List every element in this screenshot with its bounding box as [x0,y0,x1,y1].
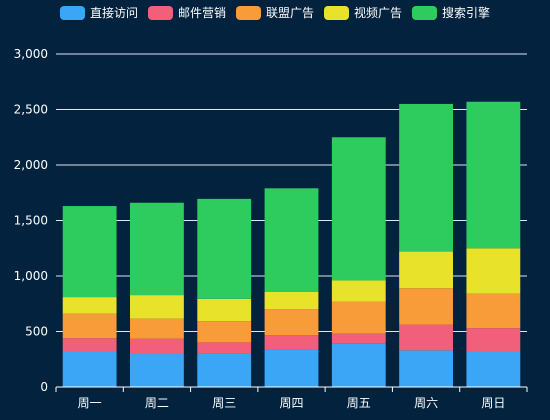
bar-segment[interactable] [399,350,453,387]
y-tick-label: 2,000 [14,158,48,172]
legend-swatch [59,5,85,20]
x-tick-label: 周四 [279,396,303,410]
legend-item[interactable]: 联盟广告 [235,4,314,21]
bar-segment[interactable] [130,338,184,354]
bar-segment[interactable] [331,301,386,334]
bar-segment[interactable] [399,324,453,351]
bar-segment[interactable] [264,291,319,310]
bar-segment[interactable] [197,353,252,387]
y-tick-label: 3,000 [14,47,48,61]
legend-label: 搜索引擎 [442,6,491,20]
chart-legend: 直接访问 邮件营销 联盟广告 视频广告 搜索引擎 [0,4,550,21]
axis-layer: 0 500 1,000 1,500 2,000 2,500 3,000 周一 周二 周三 周四 周五 周… [14,47,528,410]
bar-segment[interactable] [466,351,521,387]
bar-segment[interactable] [466,248,521,294]
y-tick-label: 1,500 [14,214,48,228]
bar-segment[interactable] [130,295,184,319]
bar-segment[interactable] [62,313,117,339]
legend-label: 视频广告 [354,6,403,20]
bar-segment[interactable] [62,206,117,298]
bar-segment[interactable] [331,137,386,281]
bar-segment[interactable] [197,321,252,343]
bar-segment[interactable] [399,288,453,325]
bar-segment[interactable] [130,202,184,296]
bar-layer [62,101,521,387]
bar-segment[interactable] [399,251,453,289]
y-tick-label: 0 [40,380,48,394]
x-tick-label: 周二 [145,396,169,410]
legend-swatch [412,5,438,20]
bar-segment[interactable] [197,298,252,322]
y-tick-label: 500 [25,325,48,339]
legend-item[interactable]: 邮件营销 [147,4,226,21]
bar-segment[interactable] [197,198,252,299]
legend-label: 联盟广告 [265,6,314,20]
legend-item[interactable]: 搜索引擎 [412,4,490,21]
bar-segment[interactable] [466,293,521,329]
bar-segment[interactable] [264,309,319,336]
bar-segment[interactable] [130,318,184,339]
bar-segment[interactable] [264,349,319,387]
legend-item[interactable]: 直接访问 [59,4,138,21]
x-tick-label: 周一 [78,396,102,410]
bar-segment[interactable] [62,338,117,352]
bar-segment[interactable] [62,297,117,314]
bar-segment[interactable] [62,351,117,387]
bar-segment[interactable] [331,280,386,302]
y-tick-label: 1,000 [14,269,48,283]
bar-segment[interactable] [466,328,521,352]
legend-swatch [324,5,349,20]
y-tick-label: 2,500 [14,103,48,117]
legend-swatch [147,5,173,20]
bar-segment[interactable] [399,103,453,252]
x-tick-label: 周五 [347,396,371,410]
bar-segment[interactable] [466,101,521,249]
x-tick-label: 周日 [481,396,505,410]
bar-segment[interactable] [331,343,386,387]
legend-item[interactable]: 视频广告 [324,4,402,21]
legend-swatch [235,5,261,20]
bar-segment[interactable] [331,333,386,344]
bar-segment[interactable] [264,188,319,292]
bar-segment[interactable] [197,342,252,354]
legend-label: 邮件营销 [177,6,226,20]
bar-segment[interactable] [264,335,319,350]
bar-segment[interactable] [130,353,184,387]
x-tick-label: 周六 [414,396,438,410]
legend-label: 直接访问 [89,6,138,20]
x-tick-label: 周三 [212,396,236,410]
